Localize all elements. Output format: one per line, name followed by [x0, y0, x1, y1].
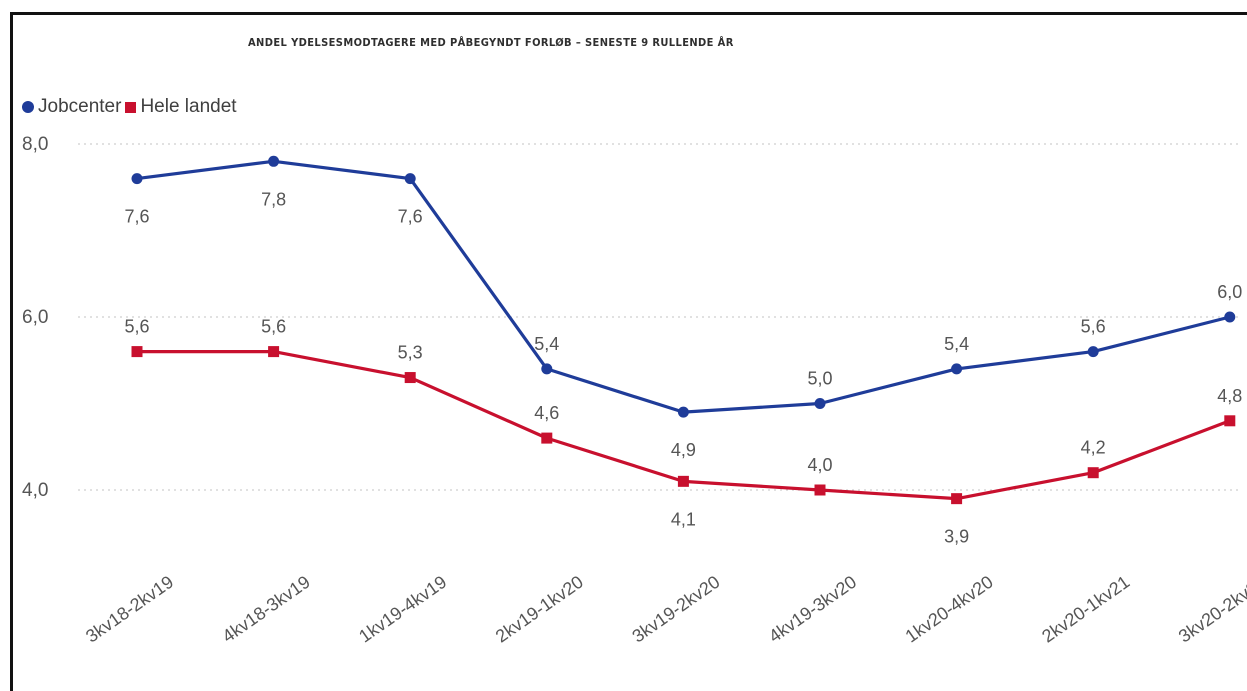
y-axis-ticks: 8,0 6,0 4,0 — [22, 134, 48, 501]
x-category-label: 4kv19-3kv20 — [765, 572, 860, 647]
data-label: 5,4 — [534, 334, 559, 354]
data-label: 4,8 — [1217, 386, 1242, 406]
data-label: 4,2 — [1081, 438, 1106, 458]
data-labels: 7,6 7,8 7,6 5,4 4,9 5,0 5,4 5,6 6,0 5,6 5,6 5,3 4,6 4… — [124, 189, 1242, 546]
y-tick-label: 8,0 — [22, 134, 48, 155]
data-point — [1087, 346, 1099, 358]
data-point — [1224, 415, 1236, 427]
legend-item-hele-landet[interactable]: Hele landet — [125, 96, 237, 118]
x-category-label: 1kv20-4kv20 — [902, 572, 997, 647]
data-point — [268, 346, 280, 358]
gridlines — [78, 143, 1240, 491]
x-category-label: 2kv19-1kv20 — [492, 572, 587, 647]
legend-label-hele-landet: Hele landet — [140, 96, 237, 117]
data-point — [268, 155, 280, 167]
data-label: 4,0 — [807, 455, 832, 475]
data-point — [814, 398, 826, 409]
data-label: 4,6 — [534, 403, 559, 423]
x-category-label: 2kv20-1kv21 — [1038, 572, 1133, 647]
data-label: 7,6 — [398, 207, 423, 227]
data-point — [677, 406, 689, 418]
data-label: 4,1 — [671, 509, 696, 529]
data-point — [541, 363, 553, 375]
data-point — [131, 346, 143, 358]
legend-marker-hele-landet — [125, 101, 137, 113]
x-category-label: 3kv19-2kv20 — [628, 572, 723, 647]
series-line-jobcenter — [136, 159, 1231, 414]
data-point — [131, 173, 143, 185]
legend-marker-jobcenter — [22, 101, 34, 113]
legend-item-jobcenter[interactable]: Jobcenter — [22, 96, 121, 118]
data-label: 5,0 — [807, 369, 832, 389]
legend-label-jobcenter: Jobcenter — [38, 96, 122, 117]
x-axis-categories: 3kv18-2kv19 4kv18-3kv19 1kv19-4kv19 2kv19-1… — [82, 572, 1247, 647]
data-label: 7,8 — [261, 189, 286, 209]
data-point — [1224, 311, 1236, 323]
data-label: 3,9 — [944, 527, 969, 547]
data-label: 6,0 — [1217, 282, 1242, 302]
data-label: 5,6 — [1081, 317, 1106, 337]
data-point — [951, 363, 963, 375]
data-markers — [131, 155, 1236, 505]
data-label: 5,6 — [124, 317, 149, 337]
legend: Jobcenter Hele landet — [22, 96, 241, 118]
x-category-label: 1kv19-4kv19 — [355, 572, 450, 647]
x-category-label: 4kv18-3kv19 — [219, 572, 314, 647]
data-label: 5,3 — [398, 343, 423, 363]
data-point — [677, 475, 689, 487]
x-category-label: 3kv20-2kv21 — [1175, 572, 1247, 647]
data-point — [951, 493, 963, 505]
data-point — [404, 372, 416, 384]
data-label: 4,9 — [671, 440, 696, 460]
x-category-label: 3kv18-2kv19 — [82, 572, 177, 647]
data-label: 7,6 — [124, 207, 149, 227]
data-point — [1087, 467, 1099, 479]
chart-title: ANDEL YDELSESMODTAGERE MED PÅBEGYNDT FOR… — [248, 36, 734, 49]
y-tick-label: 4,0 — [22, 480, 48, 501]
y-tick-label: 6,0 — [22, 307, 48, 328]
data-point — [814, 484, 826, 496]
data-label: 5,4 — [944, 334, 969, 354]
data-label: 5,6 — [261, 317, 286, 337]
data-point — [404, 173, 416, 185]
data-point — [541, 432, 553, 444]
